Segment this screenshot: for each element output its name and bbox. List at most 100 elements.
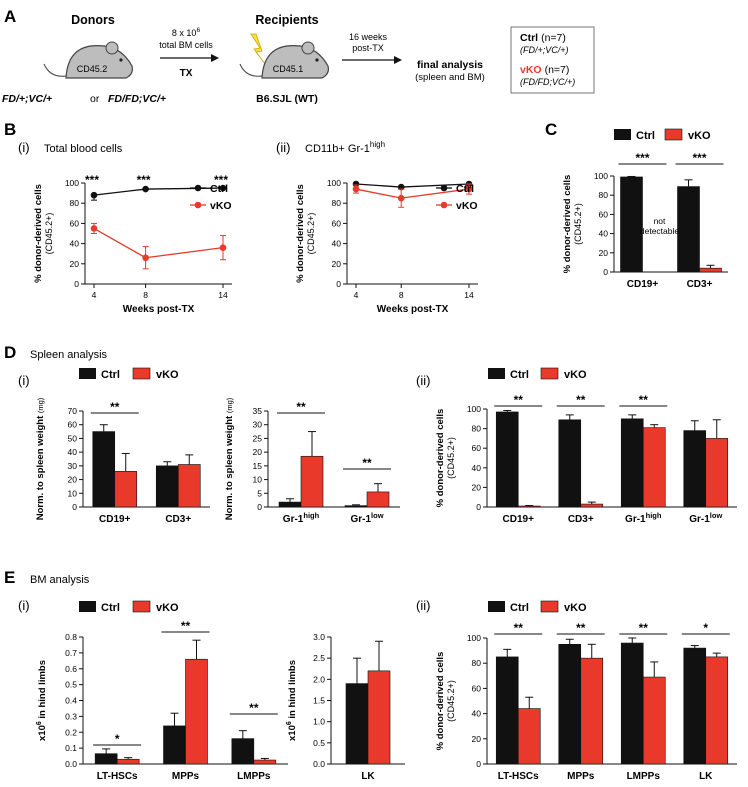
legend-marker — [440, 184, 448, 192]
legend-vko-label: vKO — [564, 602, 587, 614]
legend-ctrl-swatch — [79, 601, 96, 612]
chart-c: 0 20 40 60 80 100 % donor-derived cells (CD45.2… — [562, 151, 728, 290]
bar-ctrl — [278, 501, 302, 508]
y-tick-label: 25 — [253, 433, 263, 443]
bar-ctrl — [163, 725, 186, 765]
lightning-icon — [250, 33, 266, 65]
significance-stars: ** — [639, 393, 649, 407]
data-point-ctrl — [352, 180, 360, 188]
x-tick-label: 8 — [399, 290, 404, 300]
x-tick-label: CD19+ — [503, 514, 535, 525]
x-tick-label: LMPPs — [237, 771, 271, 782]
y-tick-label: 100 — [467, 404, 481, 414]
y-tick-label: 40 — [472, 463, 482, 473]
legend-ctrl-geno: (FD/+;VC/+) — [520, 45, 569, 55]
final-line2: (spleen and BM) — [415, 72, 485, 83]
legend-ctrl-swatch — [488, 368, 505, 379]
y-tick-label: 1.5 — [313, 696, 325, 706]
legend-e-ii: Ctrl vKO — [488, 600, 587, 614]
y-tick-label: 60 — [472, 683, 482, 693]
y-tick-label: 0 — [476, 502, 481, 512]
bar-vko — [699, 267, 722, 273]
data-point-vko — [219, 244, 227, 251]
x-axis-label: Weeks post-TX — [377, 304, 449, 315]
y-tick-label: 3.0 — [313, 632, 325, 642]
weeks-line2: post-TX — [352, 43, 384, 53]
y-tick-label: 1.0 — [313, 717, 325, 727]
data-point-ctrl — [142, 185, 149, 193]
y-axis-label: % donor-derived cells — [435, 409, 446, 508]
panel-letter-d: D — [4, 343, 16, 362]
y-tick-label: 40 — [70, 239, 80, 249]
y-axis-label: Norm. to spleen weight (mg) — [35, 397, 46, 520]
legend-vko-label: vKO — [156, 369, 179, 381]
x-tick-label: CD19+ — [99, 514, 131, 525]
not-detectable-note: not — [654, 216, 666, 226]
y-tick-label: 80 — [332, 198, 342, 208]
x-tick-label: LT-HSCs — [498, 771, 539, 782]
bar-ctrl — [495, 411, 519, 508]
bar-ctrl — [155, 465, 179, 508]
bar-ctrl — [683, 647, 707, 765]
bar-vko — [367, 670, 391, 765]
bar-ctrl — [231, 738, 255, 765]
y-tick-label: 60 — [599, 209, 609, 219]
y-tick-label: 80 — [599, 190, 609, 200]
x-tick-label: 4 — [92, 290, 97, 300]
x-tick-label: 8 — [143, 290, 148, 300]
recipient-strain: B6.SJL (WT) — [256, 93, 318, 105]
b-i-roman: (i) — [18, 140, 30, 155]
legend-label: vKO — [210, 200, 232, 212]
chart-d-i-a: 0 10 20 30 40 50 60 70 Norm. to spleen weight (m… — [35, 397, 210, 525]
y-tick-label: 0.4 — [65, 696, 77, 706]
y-tick-label: 100 — [467, 633, 481, 643]
bar-vko — [517, 708, 541, 765]
y-tick-label: 0.5 — [65, 680, 77, 690]
final-line1: final analysis — [417, 59, 483, 71]
legend-vko-swatch — [540, 367, 559, 380]
y-axis-label-2: (CD45.2+) — [446, 437, 456, 479]
significance-stars: ** — [110, 400, 120, 414]
legend-d-i: Ctrl vKO — [79, 367, 179, 381]
b-i-title: Total blood cells — [44, 143, 123, 155]
significance-stars: ** — [576, 393, 586, 407]
legend-ctrl-label: Ctrl — [510, 369, 529, 381]
bar-vko — [177, 464, 201, 508]
tx-arrowhead-icon — [211, 54, 219, 62]
legend-label: vKO — [456, 200, 478, 212]
significance-stars: *** — [214, 173, 228, 187]
bar-ctrl — [683, 430, 707, 508]
bar-vko — [642, 676, 666, 765]
y-tick-label: 40 — [472, 709, 482, 719]
bar-ctrl — [92, 431, 116, 508]
chart-b-ii: 0 20 40 60 80 100 4 8 14 Weeks post-TX % donor-der… — [295, 178, 478, 315]
y-axis-label: x106 in hind limbs — [36, 660, 48, 741]
bar-vko — [185, 658, 208, 765]
y-axis-label: Norm. to spleen weight (mg) — [224, 397, 235, 520]
x-tick-label: MPPs — [172, 771, 200, 782]
data-point-vko — [397, 194, 405, 202]
significance-stars: *** — [137, 173, 151, 187]
bar-vko — [116, 758, 140, 765]
legend-ctrl-label: Ctrl — [101, 369, 120, 381]
cells-line1: 8 x 106 — [172, 27, 201, 38]
e-i-roman: (i) — [18, 598, 30, 613]
bar-vko — [705, 438, 729, 508]
data-point-vko — [465, 185, 473, 193]
b-ii-title: CD11b+ Gr-1high — [305, 140, 385, 155]
y-tick-label: 0 — [257, 502, 262, 512]
significance-stars: ** — [249, 701, 259, 715]
y-tick-label: 0.6 — [65, 664, 77, 674]
bar-ctrl — [558, 643, 582, 765]
chart-d-i-b: 0 5 10 15 20 25 30 35 Norm. to spleen weight (mg… — [224, 397, 400, 525]
y-tick-label: 20 — [253, 447, 263, 457]
y-tick-label: 20 — [68, 475, 78, 485]
significance-stars: * — [703, 621, 708, 635]
y-tick-label: 20 — [599, 248, 609, 258]
x-axis-label: Weeks post-TX — [123, 304, 195, 315]
x-tick-label: LK — [699, 771, 713, 782]
chart-b-i: 0 20 40 60 80 100 4 8 14 Weeks post-TX % donor-der… — [33, 173, 232, 315]
chart-e-ii: 0 20 40 60 80 100 % donor-derived cells (CD45.2… — [435, 621, 737, 782]
bar-ctrl — [94, 753, 118, 765]
